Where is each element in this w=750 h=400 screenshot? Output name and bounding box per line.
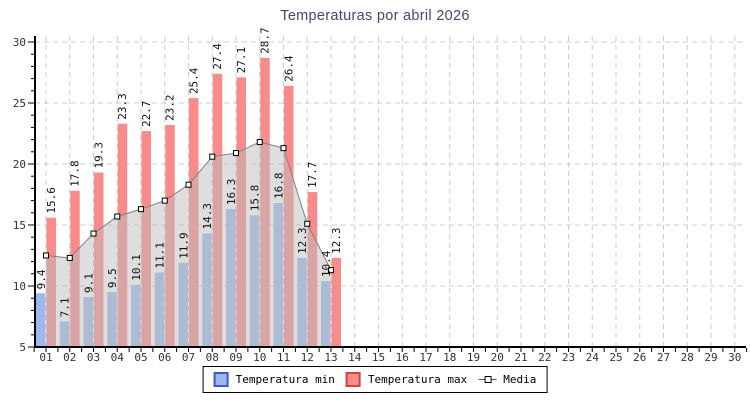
- svg-text:20: 20: [13, 158, 26, 171]
- svg-text:08: 08: [206, 351, 219, 364]
- svg-text:15: 15: [372, 351, 385, 364]
- svg-text:22: 22: [538, 351, 551, 364]
- svg-text:02: 02: [63, 351, 76, 364]
- svg-text:10.1: 10.1: [130, 254, 143, 281]
- svg-text:24: 24: [586, 351, 600, 364]
- svg-text:27.1: 27.1: [235, 47, 248, 74]
- svg-text:10: 10: [13, 280, 26, 293]
- svg-text:15.8: 15.8: [249, 185, 262, 212]
- svg-text:30: 30: [728, 351, 741, 364]
- svg-text:29: 29: [704, 351, 717, 364]
- svg-text:17: 17: [419, 351, 432, 364]
- svg-text:11: 11: [277, 351, 290, 364]
- svg-text:16.8: 16.8: [273, 173, 286, 200]
- legend-label-min: Temperatura min: [235, 373, 335, 386]
- svg-text:14.3: 14.3: [201, 203, 214, 230]
- svg-text:27.4: 27.4: [211, 43, 224, 70]
- svg-text:5: 5: [19, 341, 26, 354]
- svg-text:17.8: 17.8: [69, 160, 82, 187]
- svg-text:09: 09: [229, 351, 242, 364]
- svg-text:25: 25: [609, 351, 622, 364]
- svg-text:26: 26: [633, 351, 646, 364]
- svg-text:25: 25: [13, 97, 26, 110]
- svg-text:16.3: 16.3: [225, 179, 238, 206]
- svg-text:12.3: 12.3: [330, 227, 343, 254]
- svg-text:17.7: 17.7: [306, 162, 319, 189]
- svg-text:9.1: 9.1: [83, 273, 96, 293]
- svg-text:23: 23: [562, 351, 575, 364]
- svg-text:15.6: 15.6: [45, 187, 58, 214]
- svg-text:04: 04: [111, 351, 125, 364]
- svg-text:20: 20: [491, 351, 504, 364]
- svg-text:16: 16: [396, 351, 409, 364]
- svg-text:10: 10: [253, 351, 266, 364]
- svg-text:9.5: 9.5: [106, 268, 119, 288]
- svg-text:11.9: 11.9: [178, 232, 191, 259]
- chart-title: Temperaturas por abril 2026: [280, 8, 470, 24]
- svg-text:26.4: 26.4: [283, 55, 296, 82]
- svg-text:7.1: 7.1: [59, 298, 72, 318]
- svg-text:27: 27: [657, 351, 670, 364]
- svg-text:9.4: 9.4: [35, 269, 48, 289]
- svg-text:06: 06: [158, 351, 171, 364]
- svg-text:15: 15: [13, 219, 26, 232]
- legend-label-media: Media: [503, 373, 537, 386]
- svg-text:19.3: 19.3: [93, 142, 106, 169]
- legend-swatch-max-icon: [345, 372, 361, 387]
- svg-text:25.4: 25.4: [188, 67, 201, 94]
- legend-label-max: Temperatura max: [367, 373, 468, 386]
- svg-text:28: 28: [681, 351, 694, 364]
- svg-text:05: 05: [134, 351, 147, 364]
- svg-text:12.3: 12.3: [296, 227, 309, 254]
- svg-text:10.4: 10.4: [320, 250, 333, 277]
- svg-text:21: 21: [514, 351, 527, 364]
- legend-swatch-min-icon: [213, 372, 229, 387]
- legend-media-marker-icon: [478, 375, 497, 384]
- svg-text:14: 14: [348, 351, 362, 364]
- svg-text:28.7: 28.7: [259, 27, 272, 54]
- svg-text:23.3: 23.3: [116, 93, 129, 120]
- svg-text:13: 13: [324, 351, 337, 364]
- svg-text:23.2: 23.2: [164, 94, 177, 121]
- legend: Temperatura min Temperatura max Media: [202, 366, 548, 393]
- svg-text:19: 19: [467, 351, 480, 364]
- svg-text:03: 03: [87, 351, 100, 364]
- svg-text:30: 30: [13, 36, 26, 49]
- svg-text:01: 01: [39, 351, 52, 364]
- svg-text:22.7: 22.7: [140, 101, 153, 128]
- svg-text:12: 12: [301, 351, 314, 364]
- svg-text:11.1: 11.1: [154, 242, 167, 269]
- svg-text:18: 18: [443, 351, 456, 364]
- svg-text:07: 07: [182, 351, 195, 364]
